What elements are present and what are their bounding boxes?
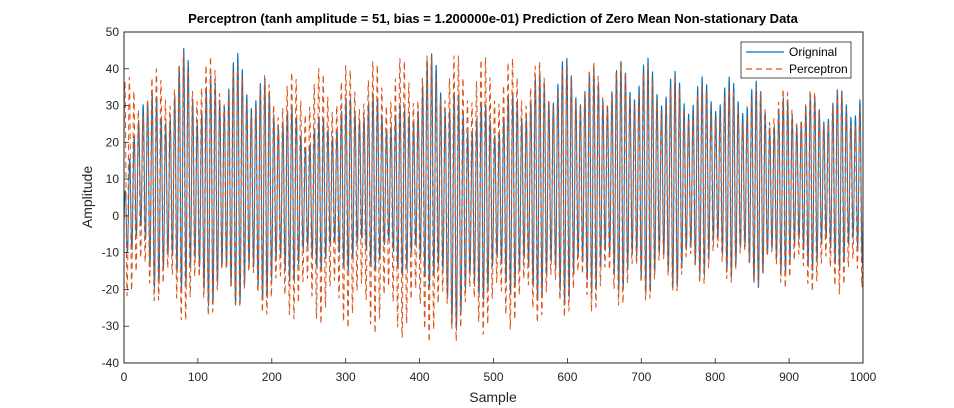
- x-tick-label: 100: [188, 370, 208, 384]
- x-tick-label: 400: [410, 370, 430, 384]
- x-tick-label: 700: [631, 370, 651, 384]
- y-tick-label: -30: [102, 319, 120, 333]
- y-tick-label: -40: [102, 356, 120, 370]
- y-axis: -40 -30 -20 -10 0 10 20 30 40 50: [102, 25, 129, 370]
- x-axis: 0 100 200 300 400 500 600 700 800 900 1000: [121, 358, 877, 384]
- series-line-perceptron: [123, 52, 864, 343]
- y-axis-label: Amplitude: [79, 166, 95, 228]
- y-tick-label: -10: [102, 246, 120, 260]
- x-tick-label: 1000: [850, 370, 877, 384]
- x-tick-label: 300: [336, 370, 356, 384]
- legend-label-original: Origninal: [789, 45, 837, 59]
- x-tick-label: 800: [705, 370, 725, 384]
- legend-box: [740, 41, 852, 79]
- x-tick-label: 900: [779, 370, 799, 384]
- x-axis-label: Sample: [469, 389, 517, 405]
- legend-label-perceptron: Perceptron: [789, 62, 848, 76]
- x-tick-label: 200: [262, 370, 282, 384]
- series-layer: [123, 48, 864, 343]
- y-tick-label: 40: [106, 62, 120, 76]
- x-tick-label: 0: [121, 370, 128, 384]
- x-tick-label: 600: [557, 370, 577, 384]
- chart-title: Perceptron (tanh amplitude = 51, bias = …: [188, 11, 799, 26]
- y-tick-label: 20: [106, 135, 120, 149]
- y-tick-label: 10: [106, 172, 120, 186]
- y-tick-label: -20: [102, 282, 120, 296]
- legend: Origninal Perceptron: [740, 41, 852, 79]
- y-tick-label: 0: [112, 209, 119, 223]
- x-tick-label: 500: [483, 370, 503, 384]
- y-tick-label: 30: [106, 99, 120, 113]
- y-tick-label: 50: [106, 25, 120, 39]
